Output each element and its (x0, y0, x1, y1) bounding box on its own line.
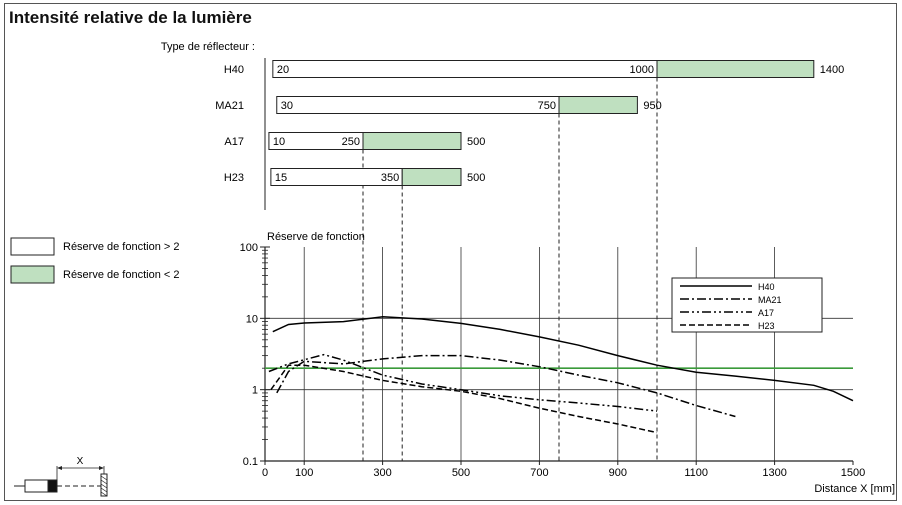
row-name: A17 (224, 136, 244, 148)
x-tick-label: 1300 (762, 467, 786, 479)
reflector-hatch (100, 475, 108, 481)
reflector-row-h40: H40 20 1000 1400 (224, 60, 844, 461)
y-tick-label: 0.1 (243, 456, 258, 468)
series-legend-label: MA21 (758, 295, 782, 305)
row-name: H40 (224, 64, 244, 76)
x-tick-label: 900 (609, 467, 627, 479)
x-tick-label: 0 (262, 467, 268, 479)
bar-mid-label: 250 (342, 136, 360, 148)
reserve-lt2-bar (401, 168, 462, 186)
reflector-hatch (100, 479, 108, 485)
bar-mid-label: 350 (381, 172, 399, 184)
bar-end-label: 1400 (820, 64, 844, 76)
reflector-row-h23: H23 15 350 500 (224, 168, 485, 461)
bar-end-label: 950 (643, 100, 661, 112)
reserve-gt2-bar (276, 96, 560, 114)
plot-grid: 0.1 1 10 100 0 100 300 500 700 900 1100 1300 1500 Rés… (240, 231, 895, 495)
x-axis-label: Distance X [mm] (814, 483, 895, 495)
series-group (268, 316, 854, 434)
y-tick-label: 1 (252, 385, 258, 397)
bar-start-label: 20 (277, 64, 289, 76)
legend-label: Réserve de fonction > 2 (63, 241, 180, 253)
reserve-lt2-bar (362, 132, 462, 150)
series-legend-label: H40 (758, 282, 775, 292)
reflector-bars: Type de réflecteur : H40 20 1000 1400 MA21 30 7… (161, 41, 844, 461)
x-tick-label: 1500 (841, 467, 865, 479)
bar-mid-label: 1000 (630, 64, 654, 76)
series-legend-label: H23 (758, 321, 775, 331)
reserve-gt2-bar (272, 60, 658, 78)
legend-swatch (10, 265, 55, 284)
page-title: Intensité relative de la lumière (9, 8, 252, 27)
y-axis-label: Réserve de fonction (267, 231, 365, 243)
y-tick-label: 100 (240, 242, 258, 254)
row-name: MA21 (215, 100, 244, 112)
reflector-hatch (100, 483, 108, 489)
x-tick-label: 500 (452, 467, 470, 479)
sensor-head (47, 479, 58, 493)
chart-frame (4, 3, 897, 501)
legend-swatch (10, 237, 55, 256)
bar-end-label: 500 (467, 136, 485, 148)
reserve-legend: Réserve de fonction > 2 Réserve de foncti… (10, 237, 180, 284)
dim-arrow-left (57, 466, 62, 470)
reflector-hatch (100, 487, 108, 493)
bar-end-label: 500 (467, 172, 485, 184)
x-tick-label: 100 (295, 467, 313, 479)
dim-label: X (77, 456, 84, 467)
series-legend-label: A17 (758, 308, 774, 318)
sensor-body (24, 479, 49, 493)
bar-start-label: 30 (281, 100, 293, 112)
series-line-h23 (270, 364, 658, 434)
bar-mid-label: 750 (538, 100, 556, 112)
legend-label: Réserve de fonction < 2 (63, 269, 180, 281)
series-line-h40 (272, 316, 854, 402)
y-tick-label: 10 (246, 313, 258, 325)
series-legend-box (671, 277, 823, 333)
x-tick-label: 300 (373, 467, 391, 479)
x-tick-label: 700 (530, 467, 548, 479)
reserve-lt2-bar (558, 96, 638, 114)
series-line-ma21 (276, 354, 736, 418)
bar-start-label: 10 (273, 136, 285, 148)
bar-start-label: 15 (275, 172, 287, 184)
reflector-hatch (100, 491, 108, 497)
x-tick-label: 1100 (684, 467, 708, 479)
reserve-lt2-bar (656, 60, 815, 78)
series-line-a17 (268, 353, 658, 412)
row-name: H23 (224, 172, 244, 184)
bars-subtitle: Type de réflecteur : (161, 41, 255, 53)
reflector-row-ma21: MA21 30 750 950 (215, 96, 662, 461)
dim-arrow-right (99, 466, 104, 470)
reflector-row-a17: A17 10 250 500 (224, 132, 485, 461)
sensor-diagram: X (14, 456, 108, 497)
series-legend: H40 MA21 A17 H23 (671, 277, 823, 333)
